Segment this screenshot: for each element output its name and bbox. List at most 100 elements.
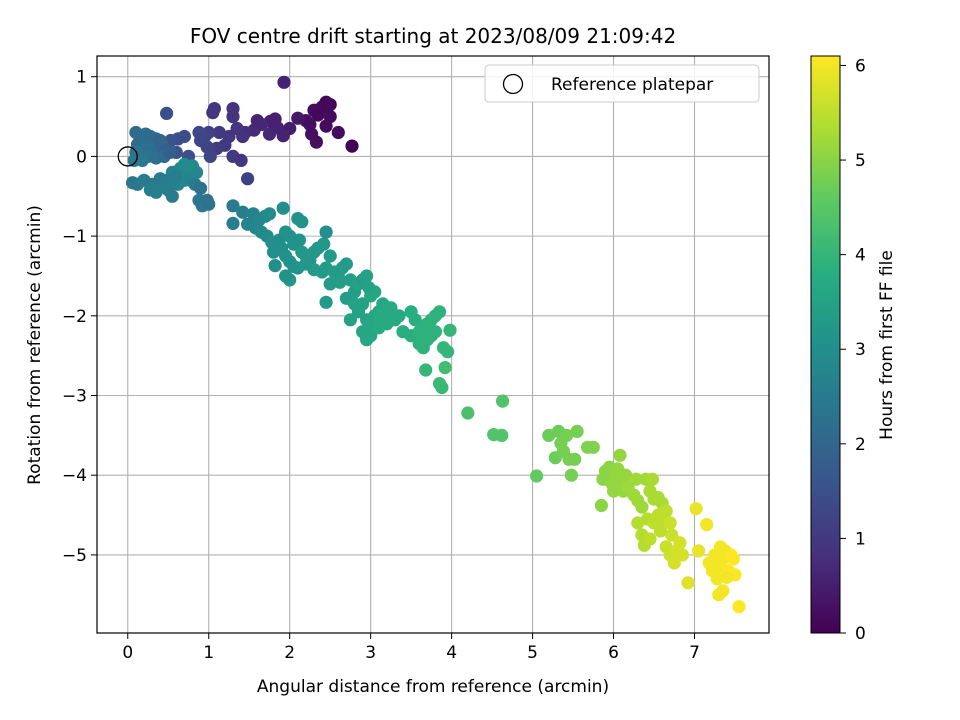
data-point <box>236 129 250 144</box>
data-points <box>117 75 746 614</box>
data-point <box>716 584 730 598</box>
data-point <box>732 600 746 614</box>
data-point <box>428 325 442 339</box>
data-point <box>345 139 359 153</box>
colorbar-tick-label: 2 <box>855 435 866 455</box>
data-point <box>317 237 331 251</box>
data-point <box>279 269 293 283</box>
colorbar-tick-label: 4 <box>855 246 866 266</box>
y-axis-ticks: 1 0 −1 −2 −3 −4 −5 <box>62 68 97 566</box>
data-point <box>356 297 370 311</box>
data-point <box>495 428 509 442</box>
data-point <box>277 75 291 89</box>
x-axis-ticks: 0 1 2 3 4 5 6 7 <box>122 633 700 663</box>
data-point <box>667 556 681 570</box>
colorbar <box>810 55 841 634</box>
data-point <box>331 125 345 140</box>
y-tick-label: −3 <box>62 387 87 407</box>
data-point <box>319 225 333 239</box>
data-point <box>606 484 621 498</box>
plot-frame <box>96 55 770 634</box>
colorbar-tick-label: 5 <box>855 151 866 171</box>
data-point <box>192 125 206 140</box>
data-point <box>212 125 226 140</box>
data-point <box>586 440 600 454</box>
colorbar-label: Hours from first FF file <box>877 250 897 440</box>
x-tick-label: 5 <box>527 643 538 663</box>
data-point <box>675 548 690 562</box>
data-point <box>241 172 255 186</box>
x-tick-label: 4 <box>446 643 457 663</box>
x-axis-label: Angular distance from reference (arcmin) <box>257 677 609 697</box>
data-point <box>663 516 677 530</box>
data-point <box>292 233 306 247</box>
data-point <box>443 323 457 337</box>
data-point <box>364 329 378 343</box>
data-point <box>692 544 706 558</box>
data-point <box>276 129 290 143</box>
x-tick-label: 6 <box>608 643 619 663</box>
data-point <box>629 472 643 486</box>
data-point <box>653 524 668 538</box>
data-point <box>268 259 282 273</box>
data-point <box>311 108 325 122</box>
data-point <box>392 309 406 323</box>
x-tick-label: 7 <box>689 643 700 663</box>
y-tick-label: 0 <box>76 147 87 167</box>
data-point <box>726 552 741 566</box>
data-point <box>323 249 337 263</box>
data-point <box>169 169 183 183</box>
data-point <box>200 193 214 207</box>
data-point <box>432 305 447 319</box>
data-point <box>194 181 208 195</box>
data-point <box>343 313 357 327</box>
data-point <box>594 498 609 513</box>
data-point <box>530 469 544 483</box>
data-point <box>619 468 633 482</box>
data-point <box>441 345 455 359</box>
y-tick-label: 1 <box>76 68 87 88</box>
data-point <box>262 207 277 221</box>
data-point <box>165 189 179 203</box>
data-point <box>291 111 305 125</box>
data-point <box>645 472 660 486</box>
data-point <box>710 572 724 586</box>
legend: Reference platepar <box>484 64 760 103</box>
data-point <box>160 106 174 120</box>
x-tick-label: 0 <box>122 643 133 663</box>
data-point <box>362 281 376 295</box>
chart-title: FOV centre drift starting at 2023/08/09 … <box>190 24 676 48</box>
data-point <box>673 536 687 550</box>
data-point <box>295 215 309 229</box>
data-point <box>570 424 584 438</box>
data-point <box>303 117 317 132</box>
data-point <box>700 518 714 532</box>
data-point <box>226 110 240 124</box>
data-point <box>372 309 386 323</box>
data-point <box>319 295 333 309</box>
data-point <box>153 172 167 186</box>
data-point <box>226 216 240 230</box>
data-point <box>461 406 475 420</box>
data-point <box>665 528 679 542</box>
data-point <box>163 145 177 159</box>
data-point <box>250 114 264 128</box>
data-point <box>333 275 347 289</box>
data-point <box>643 532 657 546</box>
data-point <box>404 305 418 319</box>
legend-marker-reference <box>502 73 524 95</box>
data-point <box>360 269 374 283</box>
colorbar-ticks: 0 1 2 3 4 5 6 <box>840 56 866 644</box>
y-tick-label: −1 <box>62 227 87 247</box>
legend-entry-reference: Reference platepar <box>551 75 713 95</box>
data-point <box>384 301 398 315</box>
data-point <box>613 448 627 462</box>
data-point <box>720 570 734 584</box>
x-tick-label: 1 <box>203 643 214 663</box>
data-point <box>236 205 250 219</box>
data-point <box>226 199 240 213</box>
data-point <box>659 504 673 518</box>
colorbar-tick-label: 3 <box>855 340 866 360</box>
data-point <box>435 380 449 395</box>
